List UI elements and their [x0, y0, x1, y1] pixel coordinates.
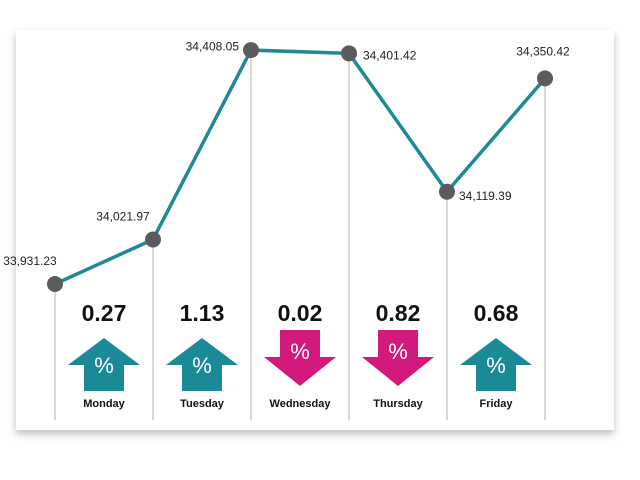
- day-label: Wednesday: [270, 398, 332, 410]
- point: [145, 231, 161, 248]
- point: [341, 45, 357, 62]
- day-label: Thursday: [373, 398, 423, 410]
- percent-change: 0.27: [82, 300, 127, 326]
- line: [54, 48, 547, 286]
- point: [439, 183, 455, 200]
- point: [537, 70, 553, 87]
- percent-change: 0.02: [278, 300, 323, 326]
- value-label: 34,350.42: [516, 45, 570, 59]
- percent-change: 1.13: [180, 300, 225, 326]
- day-label: Tuesday: [180, 398, 225, 410]
- arrow-up: [460, 338, 532, 391]
- arrow-down: [264, 330, 336, 386]
- value-label: 34,021.97: [96, 210, 150, 224]
- arrow-symbol: %: [290, 339, 310, 364]
- arrow-down: [362, 330, 434, 386]
- arrow-up: [68, 338, 140, 391]
- percent-change: 0.68: [474, 300, 519, 326]
- percent-change: 0.82: [376, 300, 421, 326]
- value-label: 33,931.23: [3, 254, 57, 268]
- day-label: Monday: [83, 398, 125, 410]
- arrow-symbol: %: [486, 353, 506, 378]
- value-label: 34,408.05: [186, 39, 240, 53]
- arrow-up: [166, 338, 238, 391]
- value-label: 34,119.39: [459, 189, 512, 203]
- day-label: Friday: [479, 398, 513, 410]
- arrow-symbol: %: [94, 353, 114, 378]
- value-label: 34,401.42: [363, 49, 417, 63]
- arrow-symbol: %: [192, 353, 212, 378]
- point: [47, 276, 63, 293]
- point: [243, 42, 259, 59]
- arrow-symbol: %: [388, 339, 408, 364]
